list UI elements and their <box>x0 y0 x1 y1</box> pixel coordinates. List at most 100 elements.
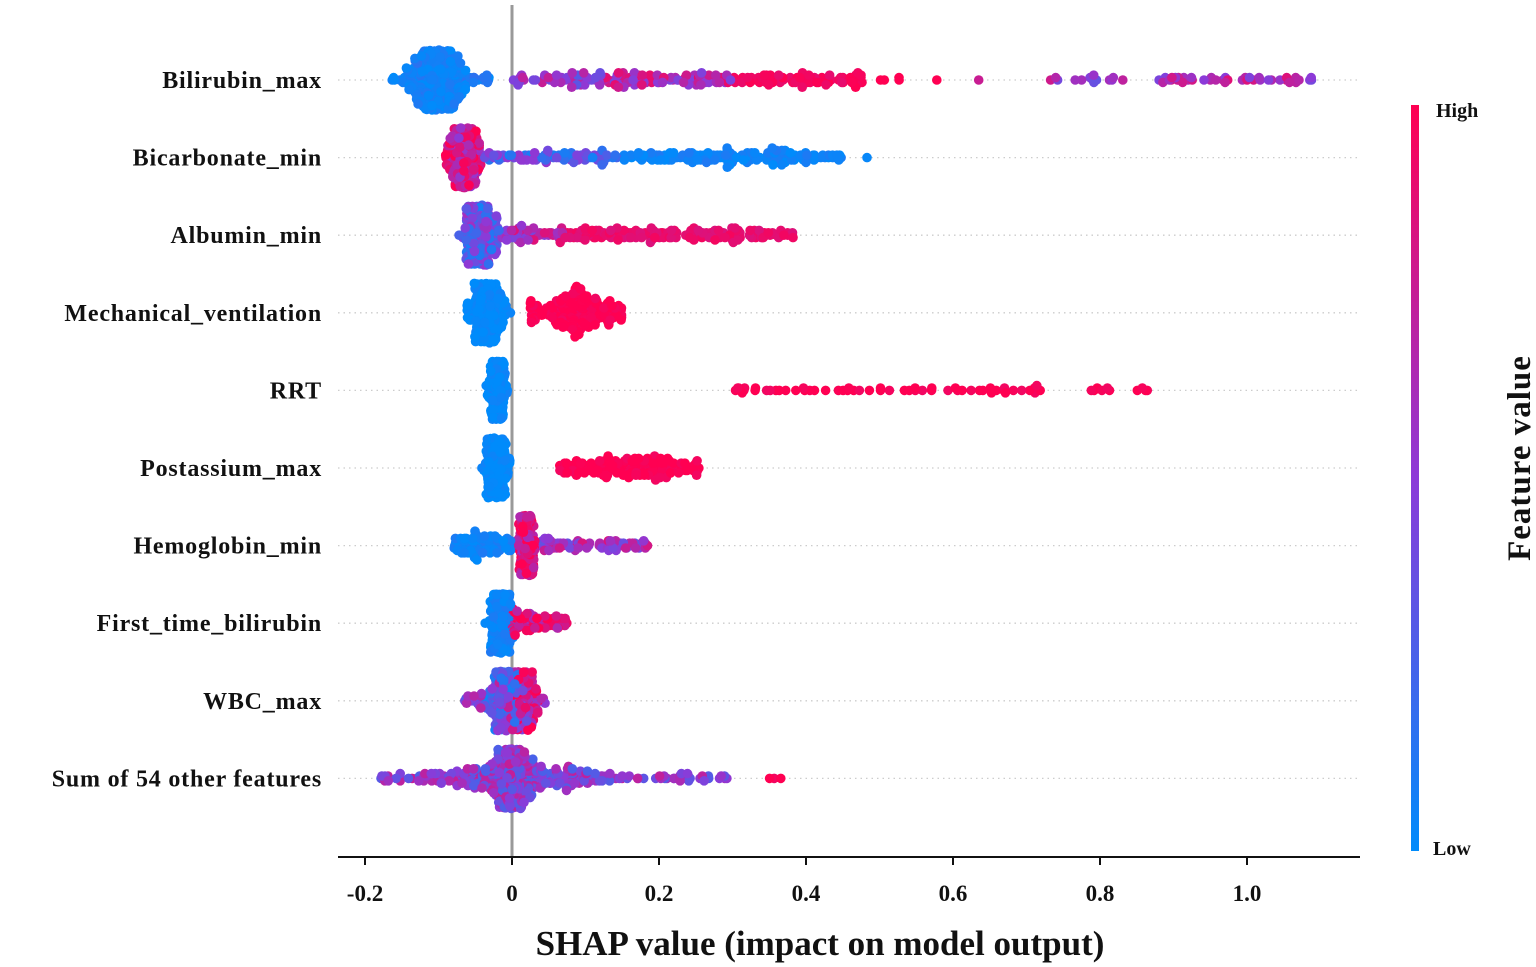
dot <box>468 238 479 249</box>
dot <box>785 148 796 158</box>
dot <box>471 316 481 327</box>
dot <box>1137 383 1148 393</box>
dot <box>464 180 474 190</box>
dot <box>666 155 677 165</box>
dot <box>638 536 649 546</box>
dot <box>1086 385 1097 396</box>
dot <box>824 70 835 80</box>
dot <box>485 366 496 377</box>
dot <box>590 320 600 330</box>
dot <box>594 80 605 90</box>
dot <box>518 667 529 678</box>
dot <box>516 220 527 231</box>
dot <box>513 80 523 90</box>
dot <box>551 152 562 163</box>
dot <box>1108 72 1119 83</box>
dot <box>986 388 997 398</box>
dot <box>530 75 541 85</box>
dot <box>575 458 586 469</box>
dot <box>691 470 702 481</box>
dot <box>526 296 536 306</box>
dot <box>489 335 499 346</box>
dot <box>754 225 764 236</box>
dot <box>453 51 463 61</box>
dot <box>773 70 784 80</box>
dot <box>628 75 638 85</box>
dot <box>730 223 740 233</box>
dot <box>684 232 695 243</box>
dot <box>636 232 647 243</box>
dot <box>693 225 704 236</box>
dot <box>574 468 584 478</box>
dot <box>532 613 542 624</box>
dot <box>776 160 787 170</box>
dot <box>520 543 530 554</box>
dot <box>713 225 724 236</box>
dot <box>795 72 805 83</box>
dot <box>742 72 753 83</box>
dot <box>456 123 466 133</box>
dot <box>524 511 535 522</box>
dot <box>732 383 743 393</box>
dot <box>751 155 762 165</box>
dot <box>484 290 495 300</box>
dot <box>618 470 629 481</box>
dot <box>509 679 520 689</box>
dot <box>714 77 725 88</box>
dot <box>875 383 886 393</box>
dot <box>927 383 937 393</box>
dot <box>510 717 520 727</box>
dot <box>517 72 528 83</box>
dot <box>582 543 592 553</box>
dot <box>521 716 532 726</box>
dot <box>1306 72 1316 83</box>
dot <box>1186 72 1197 83</box>
dot <box>523 235 533 245</box>
dot <box>417 66 428 77</box>
dot <box>750 148 760 158</box>
dot <box>579 80 590 90</box>
dot <box>466 150 477 160</box>
dot <box>703 148 713 158</box>
dot <box>543 72 554 83</box>
dot <box>530 623 540 633</box>
dot <box>763 80 774 90</box>
dot <box>603 451 613 461</box>
dot <box>505 599 516 609</box>
dot <box>479 531 490 541</box>
dot <box>590 293 601 304</box>
dot <box>498 684 508 695</box>
dot <box>496 464 506 475</box>
dot <box>483 457 494 467</box>
dot <box>485 301 496 312</box>
dot <box>646 148 656 158</box>
dot <box>474 138 485 148</box>
dot <box>633 148 644 158</box>
dot <box>483 203 493 214</box>
dot <box>554 543 565 553</box>
dot <box>811 77 822 88</box>
dot <box>655 155 666 165</box>
dot <box>761 385 772 396</box>
dot <box>681 70 692 80</box>
dot <box>647 155 657 165</box>
dot <box>543 145 553 156</box>
dot <box>607 300 617 311</box>
dot <box>932 75 942 85</box>
dot <box>692 155 703 165</box>
dot <box>474 304 485 314</box>
dot <box>832 150 842 160</box>
dot <box>620 543 631 553</box>
dot <box>1199 75 1209 85</box>
dot <box>494 697 505 707</box>
dot <box>750 383 761 393</box>
dot <box>449 99 459 109</box>
dot <box>894 72 904 83</box>
dot <box>797 82 807 92</box>
dot <box>500 629 510 639</box>
dot <box>527 667 537 677</box>
dot <box>476 703 486 713</box>
dot <box>552 320 562 330</box>
dot <box>844 383 854 393</box>
dot <box>821 80 831 90</box>
